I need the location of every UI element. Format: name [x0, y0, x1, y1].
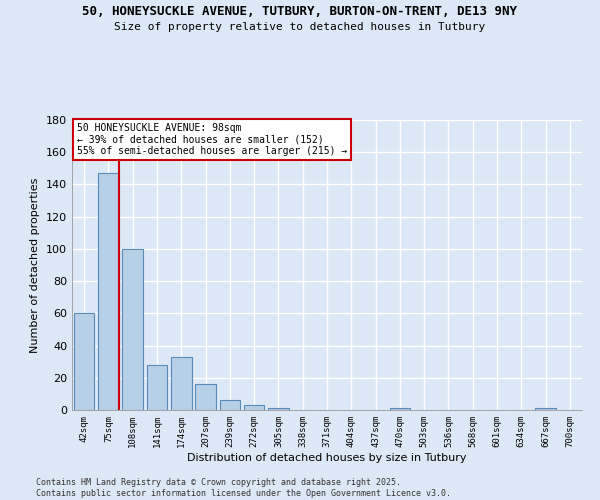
- Bar: [122, 249, 143, 410]
- Bar: [535, 408, 556, 410]
- Bar: [146, 365, 167, 410]
- Bar: [389, 408, 410, 410]
- Text: Size of property relative to detached houses in Tutbury: Size of property relative to detached ho…: [115, 22, 485, 32]
- Bar: [268, 408, 289, 410]
- Text: 50, HONEYSUCKLE AVENUE, TUTBURY, BURTON-ON-TRENT, DE13 9NY: 50, HONEYSUCKLE AVENUE, TUTBURY, BURTON-…: [83, 5, 517, 18]
- Text: 50 HONEYSUCKLE AVENUE: 98sqm
← 39% of detached houses are smaller (152)
55% of s: 50 HONEYSUCKLE AVENUE: 98sqm ← 39% of de…: [77, 123, 347, 156]
- X-axis label: Distribution of detached houses by size in Tutbury: Distribution of detached houses by size …: [187, 452, 467, 462]
- Bar: [244, 405, 265, 410]
- Bar: [220, 400, 240, 410]
- Bar: [171, 357, 191, 410]
- Y-axis label: Number of detached properties: Number of detached properties: [31, 178, 40, 352]
- Text: Contains HM Land Registry data © Crown copyright and database right 2025.
Contai: Contains HM Land Registry data © Crown c…: [36, 478, 451, 498]
- Bar: [98, 173, 119, 410]
- Bar: [195, 384, 216, 410]
- Bar: [74, 314, 94, 410]
